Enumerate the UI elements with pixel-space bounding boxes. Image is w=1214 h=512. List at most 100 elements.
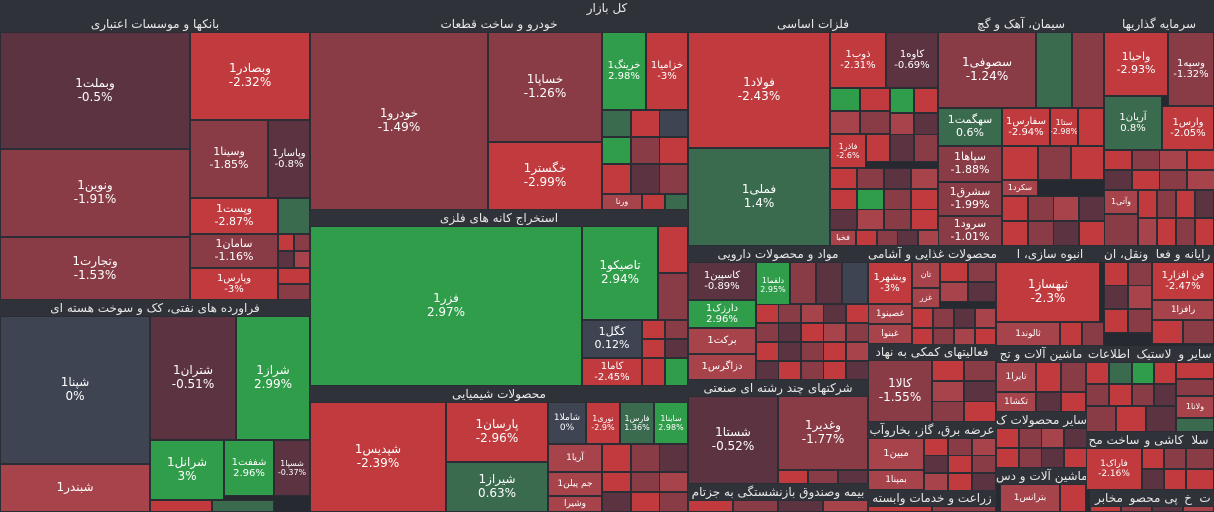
small-stock-tile[interactable] — [1002, 146, 1038, 180]
stock-tile[interactable]: کاما1 -2.45% — [582, 358, 642, 386]
small-stock-tile[interactable] — [1176, 418, 1214, 432]
small-stock-tile[interactable] — [1132, 362, 1154, 384]
small-stock-tile[interactable] — [1142, 469, 1164, 490]
stock-tile[interactable]: فاذر1 -2.6% — [830, 134, 866, 168]
small-stock-tile[interactable] — [996, 448, 1019, 468]
stock-tile[interactable]: ستا1 -2.98% — [1050, 108, 1078, 146]
stock-tile[interactable]: سهگمت1 0.6% — [938, 108, 1002, 146]
sector-header[interactable]: فلزات اساسی — [688, 16, 938, 32]
stock-tile[interactable]: رافزا1 — [1152, 300, 1214, 320]
small-stock-tile[interactable] — [1078, 108, 1104, 146]
small-stock-tile[interactable] — [1019, 428, 1042, 448]
small-stock-tile[interactable] — [1002, 221, 1028, 246]
small-stock-tile[interactable] — [948, 438, 972, 456]
small-stock-tile[interactable] — [1176, 190, 1195, 218]
small-stock-tile[interactable] — [642, 194, 665, 210]
sector-header[interactable]: بیمه وصندوق بازنشستگی به جزتام — [688, 484, 868, 500]
stock-tile[interactable]: سصوفی1 -1.24% — [938, 32, 1036, 108]
sector-header[interactable]: شرکتهای چند رشته ای صنعتی — [688, 380, 868, 396]
small-stock-tile[interactable] — [1060, 322, 1082, 346]
stock-tile[interactable]: کالا1 -1.55% — [868, 360, 932, 422]
stock-tile[interactable]: مبین1 — [868, 438, 924, 470]
small-stock-tile[interactable] — [1053, 196, 1079, 221]
small-stock-tile[interactable] — [823, 361, 846, 380]
stock-tile[interactable]: پارسان1 -2.96% — [446, 402, 548, 462]
stock-tile[interactable]: ولانا1 — [1176, 396, 1214, 418]
small-stock-tile[interactable] — [968, 282, 996, 302]
sector-header[interactable]: سایر و — [1176, 346, 1214, 362]
stock-tile[interactable]: فزر1 2.97% — [310, 226, 582, 386]
stock-tile[interactable]: وبشهر1 -3% — [868, 262, 912, 304]
small-stock-tile[interactable] — [1116, 406, 1146, 432]
small-stock-tile[interactable] — [778, 361, 801, 380]
small-stock-tile[interactable] — [602, 472, 631, 492]
small-stock-tile[interactable] — [823, 342, 846, 361]
small-stock-tile[interactable] — [914, 113, 938, 138]
sector-header[interactable]: ساخت مح — [1086, 432, 1142, 448]
stock-tile[interactable]: ورنا — [602, 194, 642, 210]
stock-tile[interactable]: وسپه1 -1.32% — [1168, 32, 1214, 106]
small-stock-tile[interactable] — [1187, 170, 1214, 190]
small-stock-tile[interactable] — [778, 500, 823, 512]
small-stock-tile[interactable] — [733, 500, 778, 512]
small-stock-tile[interactable] — [642, 320, 665, 339]
stock-tile[interactable]: غزر — [912, 288, 940, 308]
stock-tile[interactable]: فولاد1 -2.43% — [688, 32, 830, 148]
sector-header[interactable]: سایر محصولات ک — [996, 412, 1086, 428]
small-stock-tile[interactable] — [964, 360, 996, 381]
stock-tile[interactable]: آریا1 — [548, 444, 602, 472]
small-stock-tile[interactable] — [631, 444, 660, 472]
small-stock-tile[interactable] — [856, 230, 877, 246]
sector-header[interactable]: استخراج کانه های فلزی — [310, 210, 688, 226]
small-stock-tile[interactable] — [838, 470, 868, 484]
small-stock-tile[interactable] — [940, 262, 968, 282]
stock-tile[interactable]: فن افزار1 -2.47% — [1152, 262, 1214, 300]
small-stock-tile[interactable] — [1104, 285, 1128, 309]
sector-header[interactable]: ماشین آلات و دس — [996, 468, 1086, 484]
small-stock-tile[interactable] — [914, 88, 938, 113]
small-stock-tile[interactable] — [801, 342, 824, 361]
stock-tile[interactable]: ذوب1 -2.31% — [830, 32, 886, 88]
small-stock-tile[interactable] — [659, 110, 688, 137]
small-stock-tile[interactable] — [940, 282, 968, 302]
small-stock-tile[interactable] — [932, 401, 964, 422]
stock-tile[interactable]: سرود1 -1.01% — [938, 216, 1002, 246]
stock-tile[interactable]: شاملا1 0% — [548, 402, 586, 444]
stock-tile[interactable]: وپارس1 -3% — [190, 268, 278, 300]
stock-tile[interactable]: وغدیر1 -1.77% — [778, 396, 868, 470]
stock-tile[interactable]: برکت1 — [688, 328, 756, 354]
stock-tile[interactable]: ونوین1 -1.91% — [0, 149, 190, 237]
small-stock-tile[interactable] — [1154, 384, 1176, 406]
small-stock-tile[interactable] — [866, 134, 890, 162]
sector-header[interactable]: اطلاعات — [1086, 346, 1132, 362]
small-stock-tile[interactable] — [602, 444, 631, 472]
small-stock-tile[interactable] — [1176, 218, 1195, 246]
small-stock-tile[interactable] — [1128, 262, 1152, 286]
small-stock-tile[interactable] — [1176, 379, 1214, 396]
small-stock-tile[interactable] — [278, 284, 310, 300]
stock-tile[interactable]: فارس1 1.36% — [620, 402, 654, 444]
small-stock-tile[interactable] — [1028, 221, 1054, 246]
small-stock-tile[interactable] — [1104, 214, 1138, 246]
small-stock-tile[interactable] — [1138, 190, 1157, 218]
small-stock-tile[interactable] — [659, 164, 688, 194]
sector-header[interactable]: مخابر — [1090, 490, 1128, 506]
stock-tile[interactable]: دلقما1 2.95% — [756, 262, 790, 308]
sector-header[interactable]: سلا — [1186, 432, 1214, 448]
stock-tile[interactable]: شسپا1 -0.37% — [274, 440, 310, 496]
small-stock-tile[interactable] — [857, 209, 884, 230]
small-stock-tile[interactable] — [1019, 448, 1042, 468]
small-stock-tile[interactable] — [912, 308, 933, 328]
small-stock-tile[interactable] — [842, 262, 868, 304]
small-stock-tile[interactable] — [278, 234, 294, 251]
stock-tile[interactable]: وشیرا — [548, 496, 602, 512]
small-stock-tile[interactable] — [975, 308, 996, 328]
small-stock-tile[interactable] — [665, 339, 688, 358]
stock-tile[interactable]: تایرا1 — [996, 362, 1036, 392]
small-stock-tile[interactable] — [924, 455, 948, 473]
small-stock-tile[interactable] — [911, 209, 938, 230]
small-stock-tile[interactable] — [823, 323, 846, 342]
sector-header[interactable]: رایانه و فعا — [1152, 246, 1214, 262]
small-stock-tile[interactable] — [968, 262, 996, 282]
small-stock-tile[interactable] — [642, 339, 665, 358]
